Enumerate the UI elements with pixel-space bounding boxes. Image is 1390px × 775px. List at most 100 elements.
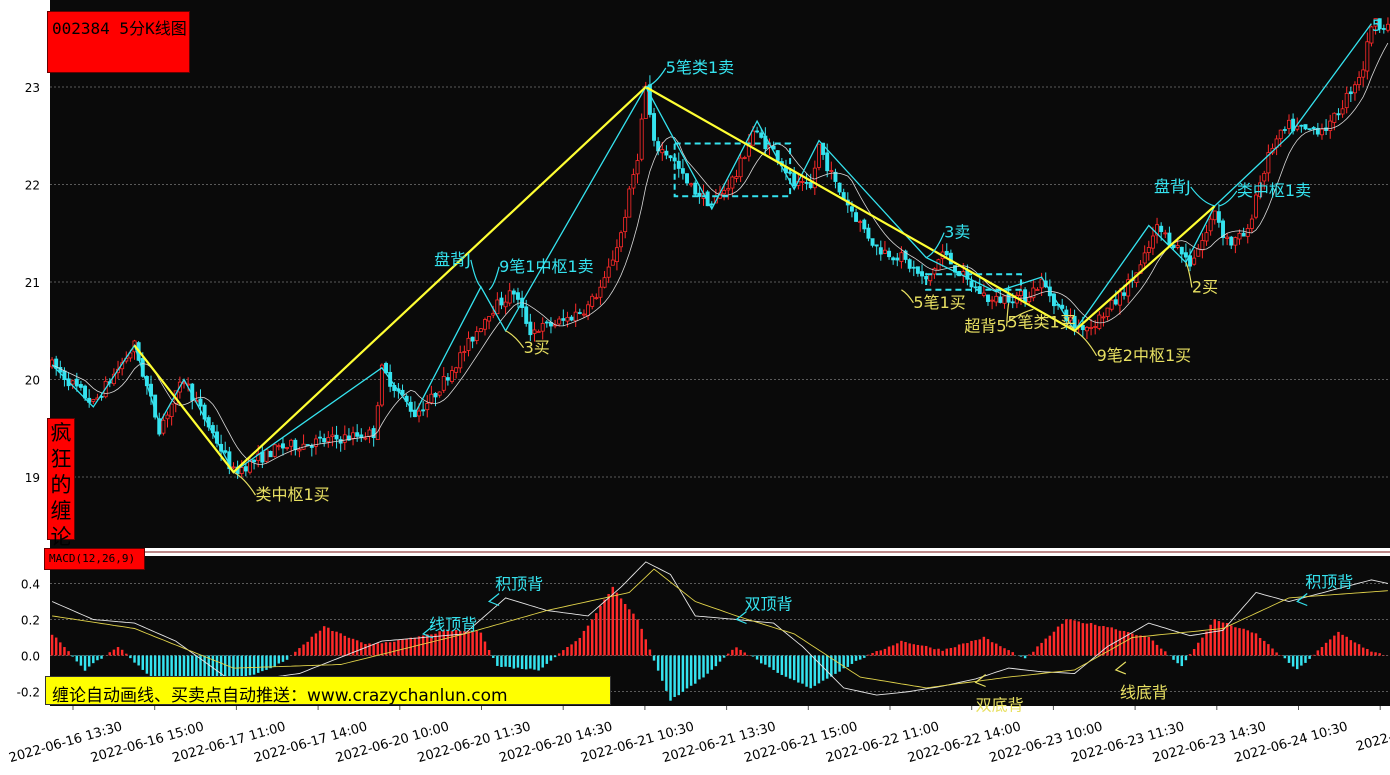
candle-body [709,203,714,206]
candle-body [738,157,743,178]
candle-body [516,292,520,300]
macd-annotation: 线顶背 [429,615,477,634]
brand-char: 疯 [50,421,72,445]
candle-body [165,414,170,420]
price-tick-label: 19 [25,471,40,485]
macd-tick-label: 0.0 [21,650,40,664]
candle-body [726,188,731,191]
candle-body [887,250,892,258]
macd-dea-line [52,568,1388,689]
candle-body [483,319,487,330]
bi-stroke-line [51,23,1372,474]
candle-body [627,188,632,218]
candle-body [825,152,830,172]
candle-body [1204,232,1209,242]
candle-body [1192,257,1197,265]
candle-body [911,266,916,269]
candle-body [1361,69,1366,78]
candle-body [1080,325,1085,331]
candle-body [981,292,986,296]
promo-banner[interactable]: 缠论自动画线、买卖点自动推送：www.crazychanlun.com [45,676,611,706]
annotation-arrow [233,471,256,496]
candle-body [293,439,298,451]
macd-label: MACD(12,26,9) [49,552,136,565]
candle-body [998,296,1003,303]
candle-body [83,385,88,399]
candle-body [289,439,294,447]
candle-body [342,434,347,443]
candle-body [639,118,644,160]
candle-body [74,378,79,387]
candle-body [313,438,318,447]
price-annotation: 2买 [1192,278,1218,297]
candle-body [1282,129,1287,131]
candle-body [264,449,269,462]
candle-body [70,380,75,385]
candle-body [248,460,252,473]
candle-body [1084,326,1089,332]
annotation-arrow [505,330,525,349]
candle-body [565,316,570,322]
brand-char: 缠 [50,499,72,523]
candle-body [973,286,978,289]
chart-title-box: 002384 5分K线图 [47,11,190,73]
candle-body [1237,232,1242,240]
price-tick-label: 23 [25,81,40,95]
candle-body [1200,240,1205,251]
price-annotation: 5笔1买 [913,293,965,312]
candle-body [1287,119,1291,129]
candle-body [305,444,310,446]
candle-body [1320,128,1324,136]
candle-body [1060,304,1065,309]
candle-body [478,328,483,332]
annotation-arrow [1114,661,1127,675]
candle-body [915,266,920,274]
candle-body [1216,211,1221,223]
macd-label-box: MACD(12,26,9) [44,548,145,570]
candle-body [491,312,496,316]
candle-body [920,271,924,277]
candle-body [429,393,434,404]
candle-body [223,450,228,453]
candle-body [268,450,273,458]
annotation-arrow [1296,593,1308,607]
candle-body [400,389,405,395]
price-tick-label: 21 [25,276,40,290]
candle-body [91,399,96,402]
candle-body [334,434,339,440]
candle-body [812,167,817,189]
candle-body [450,370,454,382]
candle-body [544,321,549,324]
candle-body [1340,108,1345,115]
candle-body [260,451,265,463]
candle-body [862,219,867,230]
candle-body [322,438,327,443]
macd-annotation: 积顶背 [1305,573,1353,592]
candle-body [932,268,937,275]
candle-body [355,432,360,437]
candle-body [643,85,648,119]
candle-body [1006,293,1011,303]
candle-body [157,418,162,435]
candle-body [1196,248,1201,257]
candle-body [309,445,314,448]
candle-body [1344,92,1349,109]
candle-body [351,432,356,439]
annotation-arrow [974,674,987,688]
candle-body [280,443,285,449]
candle-body [602,277,607,288]
candle-body [1315,127,1320,135]
candle-body [792,172,797,187]
candle-body [1010,301,1015,304]
candle-body [272,444,277,457]
candle-body [1262,172,1267,182]
price-annotation: 5笔类1卖 [666,58,734,77]
candle-body [252,459,257,463]
annotation-arrow [1218,190,1238,207]
candle-body [297,449,302,452]
candle-body [586,304,591,317]
candle-body [751,130,755,146]
brand-char: 论 [50,525,72,549]
zhongshu-box [925,273,1022,291]
